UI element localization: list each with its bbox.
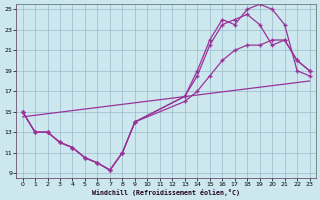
X-axis label: Windchill (Refroidissement éolien,°C): Windchill (Refroidissement éolien,°C) (92, 189, 240, 196)
